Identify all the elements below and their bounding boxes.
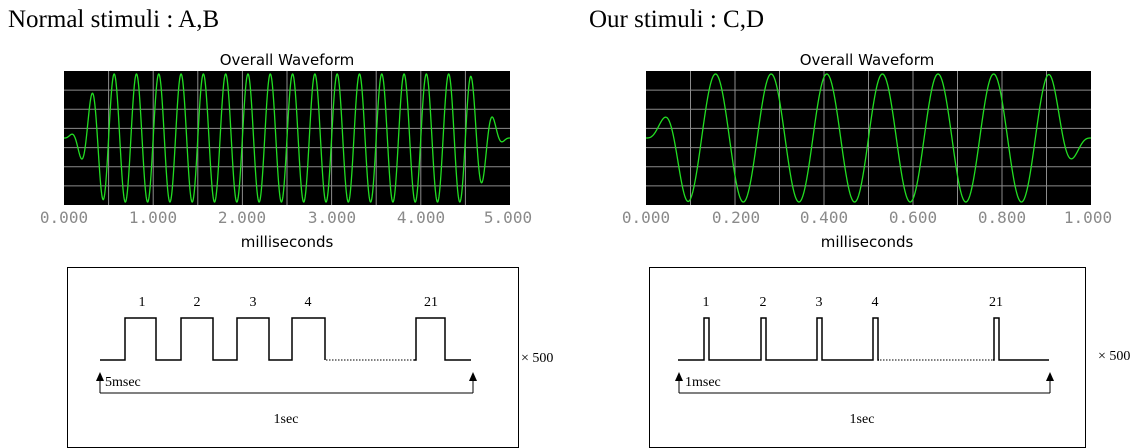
x-tick-label: 0.200 (711, 208, 761, 227)
pulse-width-label: 5msec (105, 375, 141, 390)
x-tick-label: 1.000 (1063, 208, 1113, 227)
pulse-label-21: 21 (424, 295, 438, 310)
normal-stimuli-heading: Normal stimuli : A,B (8, 6, 220, 33)
timing-diagram: 1 2 3 4 21 5msec 1sec (67, 267, 519, 448)
x-tick-label: 0.400 (799, 208, 849, 227)
waveform-plot (64, 71, 510, 205)
x-tick-label: 5.000 (483, 208, 533, 227)
end-arrow (1046, 372, 1054, 381)
waveform-trace (64, 73, 510, 203)
pulse-21 (414, 317, 471, 361)
waveform-trace (646, 73, 1091, 203)
x-axis-label: milliseconds (240, 233, 334, 251)
x-tick-label: 4.000 (396, 208, 446, 227)
end-arrow (469, 372, 477, 381)
waveform-svg (64, 71, 510, 205)
timing-svg: 1 2 3 4 21 1msec 1sec (675, 295, 1054, 427)
pulse-label-4: 4 (872, 295, 879, 310)
waveform-title: Overall Waveform (219, 51, 355, 69)
waveform-title: Overall Waveform (799, 51, 935, 69)
normal-stimuli-panel: Normal stimuli : A,B Overall Waveform 0.… (8, 6, 554, 448)
our-stimuli-heading: Our stimuli : C,D (589, 6, 765, 33)
x-tick-label: 2.000 (217, 208, 267, 227)
pulse-label-2: 2 (760, 295, 767, 310)
start-arrow (96, 372, 104, 381)
x-tick-label: 0.800 (977, 208, 1027, 227)
pulse-label-3: 3 (250, 295, 257, 310)
pulse-label-2: 2 (194, 295, 201, 310)
x-tick-label: 3.000 (307, 208, 357, 227)
pulse-train (100, 317, 326, 361)
repeat-label: × 500 (521, 351, 554, 366)
waveform-plot (646, 71, 1091, 205)
waveform-svg (646, 71, 1091, 205)
pulse-width-label: 1msec (685, 375, 721, 390)
x-axis-label: milliseconds (820, 233, 914, 251)
pulse-train (678, 317, 879, 361)
x-tick-label: 0.000 (621, 208, 671, 227)
timing-diagram: 1 2 3 4 21 1msec 1sec (649, 267, 1086, 448)
period-label: 1sec (274, 412, 299, 427)
x-tick-label: 0.000 (39, 208, 89, 227)
pulse-label-3: 3 (816, 295, 823, 310)
repeat-label: × 500 (1098, 349, 1131, 364)
pulse-label-4: 4 (305, 295, 312, 310)
pulse-label-21: 21 (989, 295, 1003, 310)
start-arrow (675, 372, 683, 381)
x-tick-label: 1.000 (128, 208, 178, 227)
period-label: 1sec (850, 412, 875, 427)
pulse-label-1: 1 (703, 295, 710, 310)
our-stimuli-panel: Our stimuli : C,D Overall Waveform 0.000… (573, 0, 1146, 448)
timing-svg: 1 2 3 4 21 5msec 1sec (96, 295, 477, 427)
pulse-21 (993, 317, 1049, 361)
pulse-label-1: 1 (139, 295, 146, 310)
x-tick-label: 0.600 (888, 208, 938, 227)
